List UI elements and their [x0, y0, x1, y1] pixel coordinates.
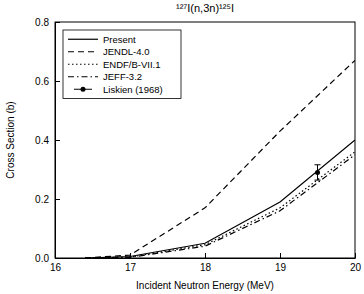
x-tick-label: 20: [350, 262, 362, 273]
y-tick-label: 0.8: [35, 17, 49, 28]
y-tick-mark: [55, 199, 60, 200]
y-tick: 0.2: [35, 194, 60, 205]
x-tick-label: 19: [275, 262, 287, 273]
legend: PresentJENDL-4.0 ENDF/B-VII.1JEFF-3.2 Lisk…: [63, 30, 181, 99]
y-tick-label: 0.0: [35, 253, 49, 264]
legend-label: JENDL-4.0: [103, 46, 149, 57]
x-tick-label: 18: [200, 262, 212, 273]
x-tick: 19: [275, 253, 287, 273]
plot-frame: [55, 22, 355, 258]
x-axis-title: Incident Neutron Energy (MeV): [136, 280, 274, 291]
title: ¹²⁷I(n,3n)¹²⁵I: [176, 2, 234, 14]
error-cap: [315, 180, 321, 181]
x-tick-label: 16: [50, 262, 62, 273]
y-tick-label: 0.2: [35, 194, 49, 205]
legend-label: Present: [103, 34, 136, 45]
legend-frame: [63, 30, 181, 99]
legend-label: JEFF-3.2: [103, 71, 142, 82]
series-line: [85, 60, 355, 258]
x-tick-label: 17: [125, 262, 137, 273]
y-axis: 0.0 0.2 0.4 0.6 0.8: [35, 17, 60, 264]
legend-label: ENDF/B-VII.1: [103, 59, 161, 70]
legend-symbol: [68, 51, 98, 52]
error-cap: [315, 164, 321, 165]
series-line: [85, 152, 355, 258]
x-axis: 16 17 18 19 20: [50, 253, 362, 273]
legend-symbol: [81, 87, 86, 92]
x-tick-mark: [280, 253, 281, 258]
series-line: [85, 140, 355, 258]
y-tick-mark: [55, 140, 60, 141]
y-tick: 0.6: [35, 76, 60, 87]
x-tick: 20: [350, 253, 362, 273]
series-line: [85, 155, 355, 258]
legend-symbol: [68, 76, 98, 77]
legend-symbol: [68, 39, 98, 40]
y-tick-label: 0.4: [35, 135, 49, 146]
y-tick-label: 0.6: [35, 76, 49, 87]
x-tick: 18: [200, 253, 212, 273]
x-tick-mark: [205, 253, 206, 258]
y-tick: 0.4: [35, 135, 60, 146]
plot-area: [85, 60, 355, 258]
y-tick-mark: [55, 81, 60, 82]
y-axis-title: Cross Section (b): [5, 101, 16, 178]
chart: ¹²⁷I(n,3n)¹²⁵I 16 17 18 19 20 0.0 0.2 0.4 0.6 0.8 I…: [0, 0, 364, 294]
legend-symbol: [68, 64, 98, 65]
data-point: [315, 170, 320, 175]
legend-label: Liskien (1968): [103, 84, 163, 95]
